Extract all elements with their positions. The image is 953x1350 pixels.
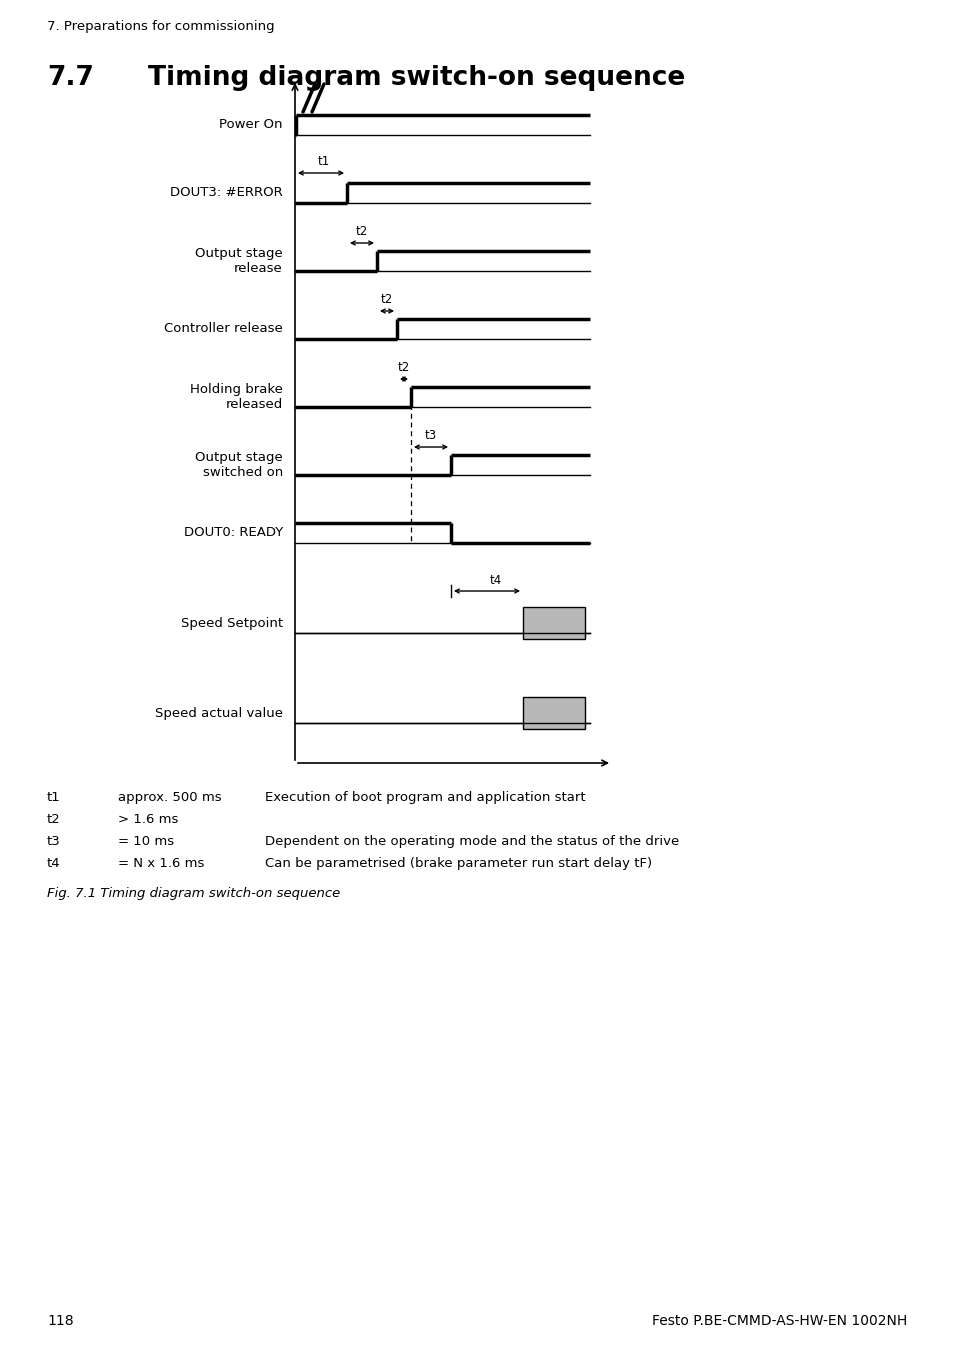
Text: t1: t1 xyxy=(317,155,330,167)
Text: DOUT3: #ERROR: DOUT3: #ERROR xyxy=(170,186,283,200)
Text: Speed Setpoint: Speed Setpoint xyxy=(181,617,283,629)
Text: t2: t2 xyxy=(397,360,410,374)
Text: = 10 ms: = 10 ms xyxy=(118,836,174,848)
Text: t3: t3 xyxy=(424,429,436,441)
Text: Can be parametrised (brake parameter run start delay tF): Can be parametrised (brake parameter run… xyxy=(265,857,652,869)
Text: t2: t2 xyxy=(380,293,393,306)
Text: t1: t1 xyxy=(47,791,61,805)
Text: Festo P.BE-CMMD-AS-HW-EN 1002NH: Festo P.BE-CMMD-AS-HW-EN 1002NH xyxy=(651,1314,906,1328)
Text: > 1.6 ms: > 1.6 ms xyxy=(118,813,178,826)
Text: Holding brake
released: Holding brake released xyxy=(190,383,283,410)
Text: Fig. 7.1 Timing diagram switch-on sequence: Fig. 7.1 Timing diagram switch-on sequen… xyxy=(47,887,340,900)
Text: Output stage
switched on: Output stage switched on xyxy=(195,451,283,479)
Text: t3: t3 xyxy=(47,836,61,848)
Text: = N x 1.6 ms: = N x 1.6 ms xyxy=(118,857,204,869)
Bar xyxy=(522,697,584,729)
Text: t2: t2 xyxy=(47,813,61,826)
Text: Speed actual value: Speed actual value xyxy=(154,706,283,720)
Text: Execution of boot program and application start: Execution of boot program and applicatio… xyxy=(265,791,585,805)
Text: t4: t4 xyxy=(47,857,61,869)
Text: Power On: Power On xyxy=(219,119,283,131)
Text: approx. 500 ms: approx. 500 ms xyxy=(118,791,221,805)
Bar xyxy=(522,608,584,639)
Text: DOUT0: READY: DOUT0: READY xyxy=(184,526,283,540)
Text: Dependent on the operating mode and the status of the drive: Dependent on the operating mode and the … xyxy=(265,836,679,848)
Text: 7.7: 7.7 xyxy=(47,65,93,90)
Text: Output stage
release: Output stage release xyxy=(195,247,283,275)
Text: 7. Preparations for commissioning: 7. Preparations for commissioning xyxy=(47,20,274,32)
Text: t2: t2 xyxy=(355,225,368,238)
Text: Controller release: Controller release xyxy=(164,323,283,336)
Text: 118: 118 xyxy=(47,1314,73,1328)
Text: t4: t4 xyxy=(489,574,501,587)
Text: Timing diagram switch-on sequence: Timing diagram switch-on sequence xyxy=(148,65,684,90)
